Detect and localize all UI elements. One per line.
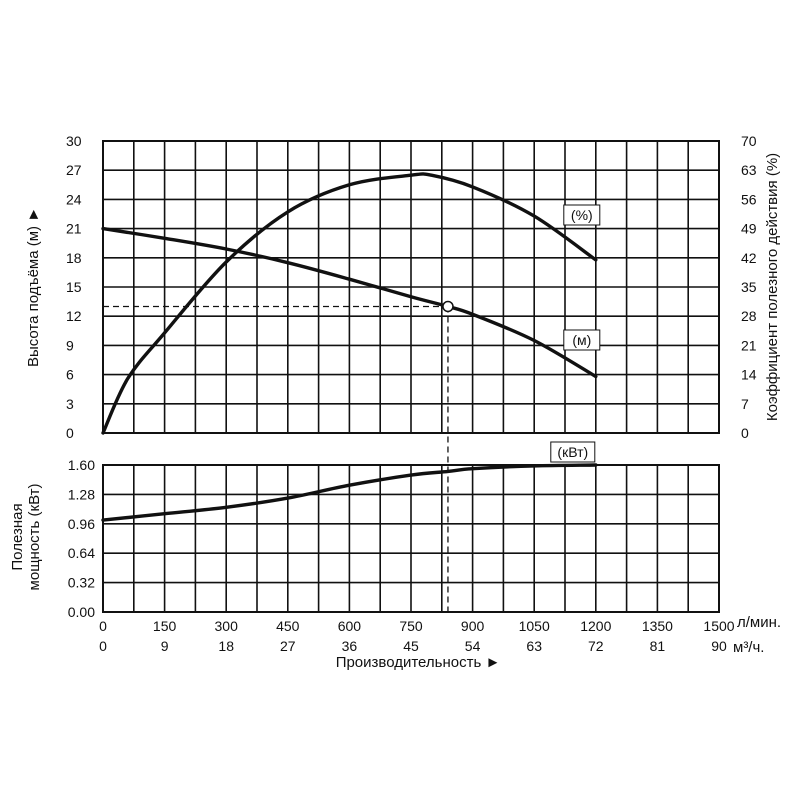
plot-frame-bottom — [102, 464, 720, 613]
x-tick-m3h: 54 — [465, 638, 481, 654]
x-tick-m3h: 63 — [526, 638, 542, 654]
efficiency-series-label: (%) — [571, 207, 593, 223]
power-series-label-box — [550, 441, 596, 463]
power-curve — [101, 463, 598, 522]
y2-tick-efficiency: 49 — [741, 221, 757, 237]
grid — [102, 140, 720, 613]
efficiency-curve — [101, 172, 598, 435]
efficiency-series-label-box — [563, 204, 601, 226]
x-tick-m3h: 45 — [403, 638, 419, 654]
y-tick-head: 6 — [66, 367, 74, 383]
x-tick-lpm: 300 — [215, 618, 239, 634]
x-tick-lpm: 0 — [99, 618, 107, 634]
y2-tick-efficiency: 63 — [741, 162, 757, 178]
x-tick-m3h: 27 — [280, 638, 296, 654]
x-tick-m3h: 72 — [588, 638, 604, 654]
tick-labels: 036912151821242730071421283542495663700.… — [66, 133, 757, 654]
x-unit-m3h: м³/ч. — [733, 639, 764, 656]
y2-tick-efficiency: 56 — [741, 191, 757, 207]
x-tick-lpm: 750 — [399, 618, 423, 634]
head-curve — [101, 226, 598, 379]
y2-axis-label-efficiency: Коэффициент полезного действия (%) — [764, 153, 781, 421]
plot-frame-top — [102, 140, 720, 434]
x-tick-lpm: 900 — [461, 618, 485, 634]
x-tick-m3h: 90 — [711, 638, 727, 654]
y-tick-power: 0.00 — [68, 604, 95, 620]
power-series-label: (кВт) — [557, 444, 588, 460]
y2-tick-efficiency: 14 — [741, 367, 757, 383]
x-tick-m3h: 9 — [161, 638, 169, 654]
x-tick-lpm: 1050 — [519, 618, 550, 634]
y-tick-head: 3 — [66, 396, 74, 412]
y-tick-power: 0.32 — [68, 575, 95, 591]
y2-tick-efficiency: 21 — [741, 337, 757, 353]
x-tick-m3h: 81 — [650, 638, 666, 654]
y-tick-power: 1.60 — [68, 457, 95, 473]
y2-tick-efficiency: 28 — [741, 308, 757, 324]
y-axis-label-power: Полезнаямощность (кВт) — [9, 484, 43, 591]
y-tick-head: 27 — [66, 162, 82, 178]
x-tick-m3h: 36 — [342, 638, 358, 654]
y2-tick-efficiency: 7 — [741, 396, 749, 412]
y-tick-head: 18 — [66, 250, 82, 266]
operating-point-marker — [442, 300, 454, 313]
y-tick-head: 12 — [66, 308, 82, 324]
y-tick-head: 9 — [66, 337, 74, 353]
x-tick-lpm: 1500 — [703, 618, 734, 634]
x-unit-lpm: л/мин. — [737, 614, 781, 631]
y-tick-head: 15 — [66, 279, 82, 295]
x-tick-lpm: 1200 — [580, 618, 611, 634]
curves: (%) (м) (кВт) — [101, 172, 601, 612]
y-tick-head: 21 — [66, 221, 82, 237]
y-tick-power: 0.64 — [68, 545, 95, 561]
y-tick-power: 0.96 — [68, 516, 95, 532]
y-axis-label-head: Высота подъёма (м) ► — [25, 207, 42, 367]
y-tick-head: 0 — [66, 425, 74, 441]
y-tick-power: 1.28 — [68, 486, 95, 502]
x-axis-label: Производительность ► — [336, 654, 501, 671]
x-tick-m3h: 18 — [218, 638, 234, 654]
x-tick-lpm: 600 — [338, 618, 362, 634]
y2-tick-efficiency: 42 — [741, 250, 757, 266]
head-series-label-box — [563, 329, 601, 351]
x-tick-lpm: 150 — [153, 618, 177, 634]
y-tick-head: 30 — [66, 133, 82, 149]
y2-tick-efficiency: 35 — [741, 279, 757, 295]
y-tick-head: 24 — [66, 191, 82, 207]
head-series-label: (м) — [572, 332, 591, 348]
x-tick-lpm: 450 — [276, 618, 300, 634]
y2-tick-efficiency: 70 — [741, 133, 757, 149]
x-tick-lpm: 1350 — [642, 618, 673, 634]
x-tick-m3h: 0 — [99, 638, 107, 654]
y2-tick-efficiency: 0 — [741, 425, 749, 441]
